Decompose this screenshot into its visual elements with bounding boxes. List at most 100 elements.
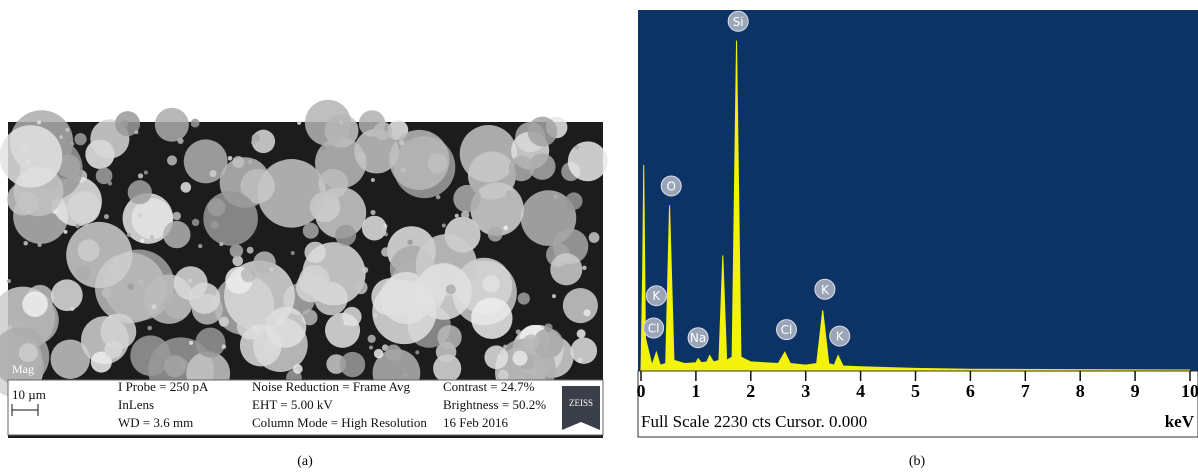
particle — [302, 222, 319, 239]
peak-badge — [687, 327, 709, 349]
brand-logo — [562, 386, 600, 430]
peak-label: O — [666, 179, 675, 193]
particle — [172, 211, 182, 221]
brand-text: ZEISS — [569, 398, 593, 408]
peak-badge — [645, 285, 667, 307]
particle — [67, 191, 101, 224]
particle — [164, 292, 192, 319]
particle — [441, 223, 446, 228]
peak-label: K — [836, 330, 845, 344]
peak-badge — [775, 319, 797, 341]
particle — [295, 272, 327, 303]
particle — [437, 325, 462, 350]
particle — [140, 238, 145, 243]
x-tick-label: 5 — [911, 381, 920, 401]
x-tick-label: 3 — [801, 381, 810, 401]
particle — [23, 240, 28, 246]
x-tick-label: 6 — [966, 381, 975, 401]
particle — [227, 156, 233, 161]
particle — [433, 354, 462, 383]
x-axis-label: keV — [1165, 412, 1195, 431]
peak-badge — [660, 175, 682, 197]
particle — [177, 137, 184, 144]
particle — [515, 329, 521, 335]
particle — [503, 225, 509, 231]
particle — [362, 266, 369, 274]
x-tick-label: 4 — [856, 381, 865, 401]
particle — [487, 226, 503, 242]
particle — [297, 120, 302, 125]
particle — [183, 139, 228, 184]
scale-label: 10 µm — [12, 387, 46, 402]
info-text: InLens — [118, 397, 154, 412]
particle — [361, 215, 387, 241]
mag-label: Mag — [12, 362, 34, 376]
info-bar — [7, 379, 604, 436]
axis-panel — [637, 370, 1198, 438]
particle — [301, 309, 318, 326]
particle — [385, 344, 402, 361]
particle — [339, 351, 366, 378]
x-tick-label: 10 — [1181, 381, 1198, 401]
particle — [149, 234, 155, 240]
particle — [65, 127, 70, 132]
particle — [505, 190, 510, 195]
particle — [482, 275, 500, 293]
particle — [381, 247, 391, 257]
particle — [246, 317, 252, 324]
info-text: WD = 3.6 mm — [118, 415, 193, 430]
particle — [453, 184, 481, 213]
particle — [497, 369, 509, 381]
particle — [100, 313, 137, 350]
peak-badge — [727, 10, 749, 32]
particle — [290, 250, 295, 256]
particle — [18, 343, 38, 363]
particle — [143, 170, 148, 175]
particle — [562, 288, 598, 324]
particle — [75, 265, 91, 280]
particle — [229, 244, 244, 258]
particle — [415, 350, 420, 355]
particle — [180, 182, 192, 193]
particle — [137, 213, 142, 218]
particle — [232, 255, 244, 267]
info-text: Brightness = 50.2% — [443, 397, 546, 412]
particle — [36, 120, 42, 125]
caption: (a) — [297, 454, 313, 469]
particle — [369, 345, 374, 350]
particle — [523, 334, 539, 350]
particle — [407, 239, 413, 245]
particle — [576, 329, 586, 339]
particle — [325, 312, 361, 348]
particle — [484, 345, 509, 370]
peak-label: Si — [733, 15, 744, 29]
particle — [508, 155, 535, 182]
particle — [265, 314, 277, 327]
particle — [528, 153, 556, 180]
particle — [574, 145, 580, 150]
particle — [373, 121, 393, 141]
particle — [0, 125, 63, 188]
particle — [246, 246, 254, 254]
particle — [304, 99, 352, 146]
info-text: I Probe = 250 pA — [118, 379, 209, 394]
particle — [221, 344, 227, 350]
particle — [37, 242, 42, 247]
footer: Full Scale 2230 cts Cursor. 0.000 — [641, 412, 867, 431]
particle — [252, 324, 261, 333]
particle — [127, 283, 135, 290]
particle — [189, 340, 194, 345]
particle — [195, 327, 226, 358]
particle — [107, 181, 113, 186]
particle — [445, 284, 456, 295]
info-text: 16 Feb 2016 — [443, 415, 509, 430]
peak-label: Cl — [648, 322, 660, 336]
particle — [583, 309, 591, 317]
particle — [398, 139, 405, 146]
particle — [198, 243, 203, 249]
particle — [127, 180, 152, 205]
particle — [588, 232, 600, 243]
particle — [126, 232, 131, 237]
particle — [240, 267, 257, 283]
peak-label: Na — [690, 331, 706, 345]
